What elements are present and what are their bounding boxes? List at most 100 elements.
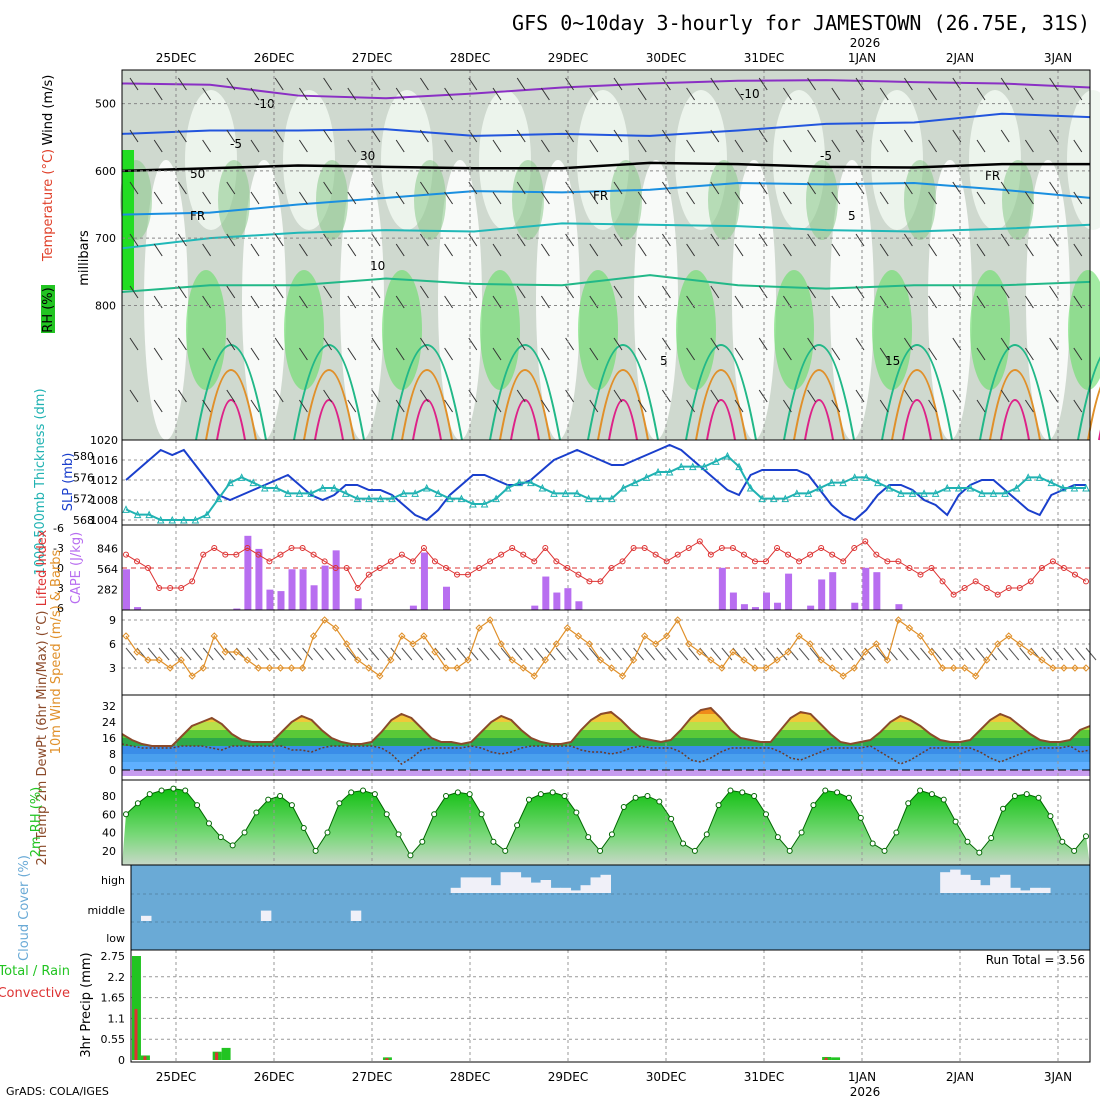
rh-moist-region [480,270,520,390]
wind-barb [395,295,405,309]
rh-moist-region [284,270,324,390]
wind-barb [666,647,678,661]
wind-barb [976,243,986,257]
wind-barb [419,337,429,351]
cloud-bar-high [470,877,482,893]
wind-barb [903,77,913,91]
lifted-tick-label: 0 [57,562,64,575]
wind-barb [633,647,644,661]
wind-barb [444,347,454,361]
lifted-index-point [542,545,549,551]
wind-barb [274,181,284,195]
lifted-index-point [277,551,284,558]
wind-barb [975,647,987,661]
contour-label: 15 [885,354,900,368]
wind-barb [153,191,163,205]
wind-barb [686,87,696,101]
top-date-label: 30DEC [646,51,686,65]
wind-barb [928,191,938,205]
top-date-axis: 25DEC 26DEC 27DEC 28DEC 29DEC 30DEC 31DEC 1JAN 2… [156,51,1072,65]
wind-speed-point [960,664,969,672]
run-total-label: Run Total = 3.56 [986,953,1085,967]
wind-barb [125,647,137,661]
wind-barb [371,233,381,247]
cloud-cover-panel: high middle low Cloud Cover (%) [17,855,1091,961]
cape-bar [818,579,826,610]
wind-barb [468,77,478,91]
wind-barb [565,181,575,195]
wind-barb [1000,285,1010,299]
wind-barb [347,399,357,413]
wind-barb [492,243,502,257]
wind-speed-point [685,640,693,648]
wind-barb [831,399,841,413]
cloud-level-label: middle [87,904,125,917]
isotherm-line [1077,356,1100,441]
precip-tick-label: 2.2 [108,971,126,984]
wind-barb [456,647,468,661]
lifted-index-point [972,578,979,585]
rh-point [324,829,331,836]
wind-axis-label: 10m Wind Speed (m/s) & Barbs [49,549,64,754]
slp-axis-label: SLP (mb) [61,453,76,512]
slp-tick-label: 1012 [90,474,118,487]
contour-label: -5 [820,149,832,163]
thickness-point [1047,478,1056,487]
wind-barb [129,77,139,91]
wind-speed-point [1049,664,1057,672]
wind-barb [765,647,777,661]
wind-barb [250,347,260,361]
wind-barb [202,347,212,361]
temp-band [122,754,1090,762]
cape-bar [542,576,550,610]
lifted-tick-label: 3 [57,582,64,595]
cape-bar [740,604,748,610]
wind-speed-point [530,672,538,680]
wind-barb [758,129,768,143]
lifted-index-point [354,585,361,591]
rh-dry-region [634,160,678,440]
top-date-label: 25DEC [156,51,196,65]
isotherm-line [121,182,1091,216]
wind-barb [368,647,380,661]
cape-bar [420,552,428,610]
cloud-level-label: low [106,932,125,945]
wind-barb [1049,337,1059,351]
thickness-point [272,483,281,492]
thickness-point [920,489,928,497]
rh-point [288,802,295,809]
contour-label: 30 [360,149,375,163]
wind-speed-point [916,632,925,640]
temp-band [122,702,1090,706]
rh-point [194,802,201,809]
wind-barb [1024,347,1034,361]
lifted-index-point [608,565,615,571]
lifted-index-point [431,558,438,565]
wind-barb [298,399,308,413]
wind-barb [298,295,308,309]
slp-tick-label: 1004 [90,514,118,527]
thickness-point [885,483,894,492]
cloud-bar-high [1040,887,1051,893]
lifted-index-point [288,545,295,551]
wind-speed-point [640,632,649,640]
lifted-index-point [597,578,604,585]
lifted-index-point [520,551,527,558]
rh-dry-region [144,160,188,440]
thickness-point [260,483,269,492]
wind-barb [226,129,236,143]
rh-point [170,785,177,792]
wind-barb [540,295,550,309]
precip-convective-bar [143,1056,147,1060]
cape-bar [785,573,793,610]
wind-barb [782,347,792,361]
wind-barb [807,389,817,403]
cape-bar [873,572,881,610]
lifted-index-point [796,558,803,565]
thickness-point [122,505,130,513]
wind-barb [280,647,291,661]
wind-barb [903,233,913,247]
wind-speed-point [188,672,196,680]
wind-barb [419,389,429,403]
wind-barb [589,243,599,257]
